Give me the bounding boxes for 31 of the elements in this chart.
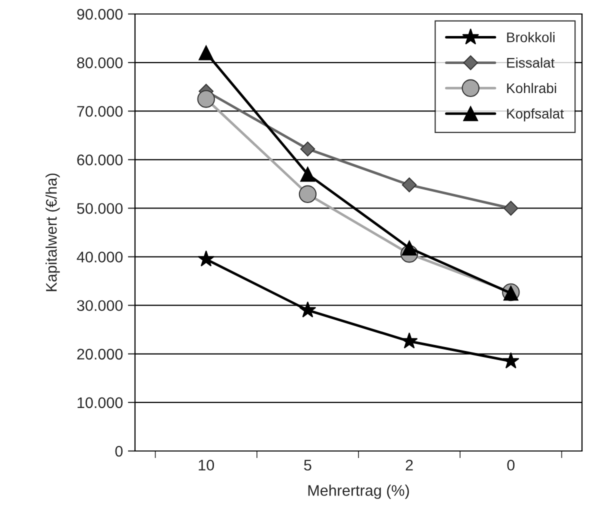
- point: [402, 178, 417, 192]
- point: [300, 142, 316, 156]
- legend-label: Kohlrabi: [507, 82, 556, 94]
- y-tick-label: 90.000: [77, 8, 123, 20]
- point: [198, 250, 215, 266]
- point: [299, 301, 316, 318]
- point: [197, 90, 215, 108]
- y-tick-label: 0: [115, 446, 123, 457]
- x-tick-label: 2: [406, 460, 413, 470]
- point: [298, 185, 317, 203]
- x-axis-title: Mehrertrag (%): [308, 484, 409, 499]
- y-tick-label: 30.000: [77, 300, 123, 312]
- y-tick-label: 40.000: [76, 252, 123, 262]
- point: [503, 200, 518, 216]
- y-tick-label: 60.000: [77, 154, 123, 166]
- legend-label: Brokkoli: [507, 32, 554, 42]
- y-tick-label: 80.000: [77, 57, 123, 68]
- y-tick-label: 20.000: [77, 348, 123, 360]
- x-tick-label: 5: [304, 460, 312, 471]
- y-axis-title: Kapitalwert (€/ha): [46, 174, 60, 292]
- point: [402, 240, 417, 256]
- point: [198, 45, 214, 60]
- point: [300, 166, 316, 182]
- legend-label: Kopfsalat: [507, 108, 564, 122]
- legend-label: Eissalat: [507, 58, 555, 68]
- point: [502, 352, 520, 368]
- y-tick-label: 70.000: [77, 106, 123, 117]
- x-tick-label: 10: [198, 460, 214, 471]
- y-tick-label: 10.000: [78, 397, 123, 408]
- x-tick-label: 0: [507, 460, 515, 471]
- y-tick-label: 50.000: [77, 203, 123, 214]
